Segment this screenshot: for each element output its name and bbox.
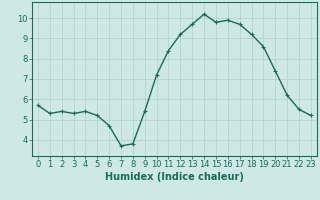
X-axis label: Humidex (Indice chaleur): Humidex (Indice chaleur)	[105, 172, 244, 182]
